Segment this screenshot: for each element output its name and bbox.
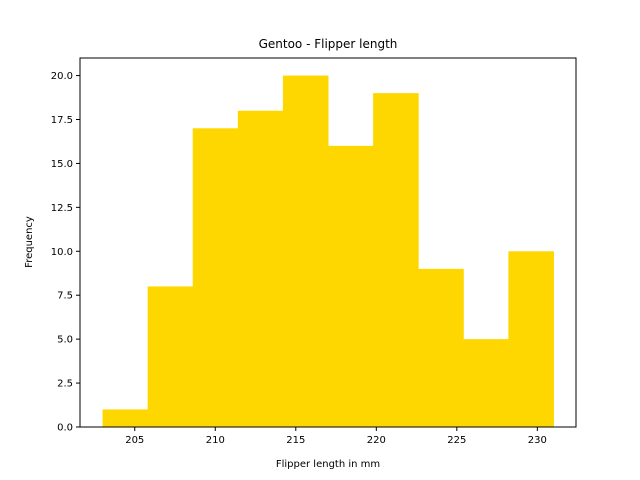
histogram-bar	[192, 128, 239, 428]
histogram-bar	[328, 145, 374, 427]
x-tick-label: 215	[286, 435, 305, 446]
histogram-bar	[463, 339, 509, 427]
y-tick-label: 17.5	[51, 115, 73, 126]
y-tick-label: 2.5	[57, 379, 73, 390]
histogram-bar	[237, 110, 284, 427]
y-axis-ticks: 0.0 2.5 5.0 7.5 10.0 12.5 15.0 17.5 20.0	[51, 71, 80, 434]
histogram-bar	[282, 75, 329, 428]
y-tick-label: 12.5	[51, 203, 73, 214]
x-tick-label: 230	[528, 435, 547, 446]
x-axis-ticks: 205 210 215 220 225 230	[125, 427, 547, 446]
chart-title: Gentoo - Flipper length	[259, 37, 398, 51]
histogram-bar	[147, 286, 194, 427]
histogram-bar	[373, 93, 419, 428]
y-tick-label: 0.0	[57, 423, 73, 434]
y-tick-label: 5.0	[57, 335, 73, 346]
y-axis-label: Frequency	[24, 216, 35, 268]
y-tick-label: 7.5	[57, 291, 73, 302]
plot-area-frame	[79, 57, 577, 428]
histogram-bar	[508, 251, 554, 427]
y-tick-label: 15.0	[51, 159, 73, 170]
histogram-bar	[102, 409, 149, 427]
x-tick-label: 225	[447, 435, 466, 446]
histogram-bar	[418, 268, 464, 427]
y-tick-label: 10.0	[51, 247, 73, 258]
x-tick-label: 205	[125, 435, 144, 446]
bars-group	[102, 75, 554, 428]
y-tick-label: 20.0	[51, 71, 73, 82]
x-tick-label: 210	[206, 435, 225, 446]
x-axis-label: Flipper length in mm	[276, 459, 380, 470]
x-tick-label: 220	[367, 435, 386, 446]
